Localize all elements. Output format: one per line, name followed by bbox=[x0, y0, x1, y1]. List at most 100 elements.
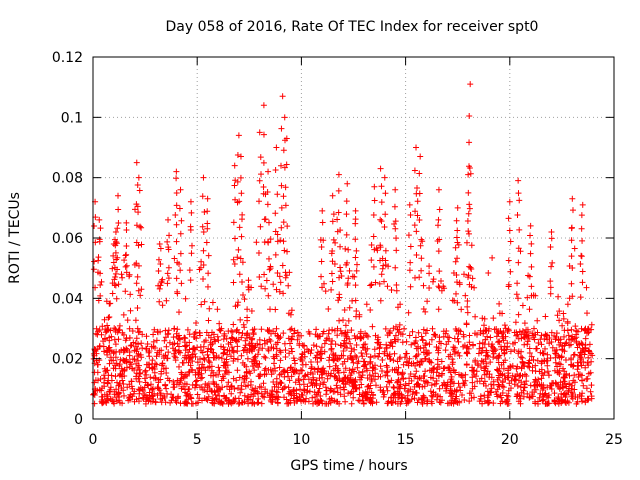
roti-spike-point bbox=[282, 202, 289, 209]
roti-spike-point bbox=[507, 238, 514, 245]
roti-spike-point bbox=[205, 252, 212, 259]
roti-spike-point bbox=[392, 264, 399, 271]
roti-spike-point bbox=[506, 227, 513, 234]
roti-spike-point bbox=[549, 259, 556, 266]
roti-spike-point bbox=[274, 191, 281, 198]
roti-spike-point bbox=[330, 211, 337, 218]
roti-spike-point bbox=[329, 247, 336, 254]
roti-spike-point bbox=[200, 261, 207, 268]
roti-spike-point bbox=[260, 184, 267, 191]
roti-spike-point bbox=[329, 218, 336, 225]
roti-spike-point bbox=[548, 235, 555, 242]
roti-spike-point bbox=[187, 226, 194, 233]
roti-peak-point bbox=[435, 186, 442, 193]
roti-spike-point bbox=[230, 219, 237, 226]
roti-spike-point bbox=[407, 243, 414, 250]
roti-spike-point bbox=[200, 275, 207, 282]
roti-spike-point bbox=[97, 282, 104, 289]
roti-spike-point bbox=[579, 268, 586, 275]
roti-spike-point bbox=[133, 280, 140, 287]
roti-spike-point bbox=[453, 279, 460, 286]
roti-spike-point bbox=[123, 269, 130, 276]
roti-spike-point bbox=[329, 278, 336, 285]
roti-spike-point bbox=[230, 279, 237, 286]
roti-spike-point bbox=[157, 282, 164, 289]
roti-spike-point bbox=[110, 252, 117, 259]
roti-spike-point bbox=[528, 240, 535, 247]
roti-spike-point bbox=[278, 204, 285, 211]
roti-peak-point bbox=[454, 204, 461, 211]
roti-spike-point bbox=[272, 210, 279, 217]
y-tick-label: 0 bbox=[74, 412, 83, 428]
roti-spike-point bbox=[274, 270, 281, 277]
roti-peak-point bbox=[110, 241, 117, 248]
roti-spike-point bbox=[261, 271, 268, 278]
roti-spike-point bbox=[187, 277, 194, 284]
roti-spike-point bbox=[352, 254, 359, 261]
roti-spike-point bbox=[320, 237, 327, 244]
roti-spike-point bbox=[527, 250, 534, 257]
roti-spike-point bbox=[134, 273, 141, 280]
roti-spike-point bbox=[436, 206, 443, 213]
roti-peak-point bbox=[115, 192, 122, 199]
roti-spike-point bbox=[516, 197, 523, 204]
roti-spike-point bbox=[231, 235, 238, 242]
roti-peak-point bbox=[515, 177, 522, 184]
roti-spike-point bbox=[435, 248, 442, 255]
roti-spike-point bbox=[234, 178, 241, 185]
roti-spike-point bbox=[164, 270, 171, 277]
roti-peak-point bbox=[96, 216, 103, 223]
y-tick-label: 0.06 bbox=[52, 231, 83, 247]
roti-spike-point bbox=[343, 261, 350, 268]
data-points bbox=[90, 81, 596, 407]
roti-spike-point bbox=[166, 232, 173, 239]
roti-spike-point bbox=[123, 226, 130, 233]
roti-spike-point bbox=[239, 278, 246, 285]
roti-spike-point bbox=[370, 233, 377, 240]
roti-spike-point bbox=[255, 249, 262, 256]
roti-spike-point bbox=[527, 232, 534, 239]
roti-spike-point bbox=[237, 174, 244, 181]
x-axis-label: GPS time / hours bbox=[290, 458, 407, 474]
roti-spike-point bbox=[96, 236, 103, 243]
roti-spike-point bbox=[393, 235, 400, 242]
roti-spike-point bbox=[95, 257, 102, 264]
roti-spike-point bbox=[165, 264, 172, 271]
roti-peak-point bbox=[335, 171, 342, 178]
roti-peak-point bbox=[235, 132, 242, 139]
roti-spike-point bbox=[328, 270, 335, 277]
roti-spike-point bbox=[261, 216, 268, 223]
roti-spike-point bbox=[155, 256, 162, 263]
roti-spike-point bbox=[466, 112, 473, 119]
roti-spike-point bbox=[232, 196, 239, 203]
roti-spike-point bbox=[164, 238, 171, 245]
roti-spike-point bbox=[465, 189, 472, 196]
x-tick-label: 20 bbox=[501, 432, 519, 448]
roti-peak-point bbox=[527, 222, 534, 229]
roti-spike-point bbox=[528, 283, 535, 290]
roti-spike-point bbox=[177, 230, 184, 237]
roti-spike-point bbox=[548, 263, 555, 270]
roti-spike-point bbox=[281, 164, 288, 171]
roti-spike-point bbox=[114, 266, 121, 273]
roti-spike-point bbox=[568, 224, 575, 231]
roti-peak-point bbox=[467, 81, 474, 88]
roti-peak-point bbox=[569, 195, 576, 202]
roti-spike-point bbox=[377, 242, 384, 249]
roti-spike-point bbox=[279, 262, 286, 269]
roti-spike-point bbox=[122, 263, 129, 270]
roti-spike-point bbox=[319, 284, 326, 291]
roti-spike-point bbox=[90, 266, 97, 273]
roti-peak-point bbox=[548, 228, 555, 235]
roti-peak-point bbox=[165, 216, 172, 223]
roti-spike-point bbox=[405, 232, 412, 239]
roti-spike-point bbox=[547, 284, 554, 291]
x-tick-label: 15 bbox=[397, 432, 415, 448]
roti-spike-point bbox=[393, 282, 400, 289]
roti-spike-point bbox=[381, 223, 388, 230]
roti-spike-point bbox=[283, 272, 290, 279]
roti-spike-point bbox=[110, 259, 117, 266]
roti-spike-point bbox=[261, 239, 268, 246]
roti-spike-point bbox=[178, 217, 185, 224]
